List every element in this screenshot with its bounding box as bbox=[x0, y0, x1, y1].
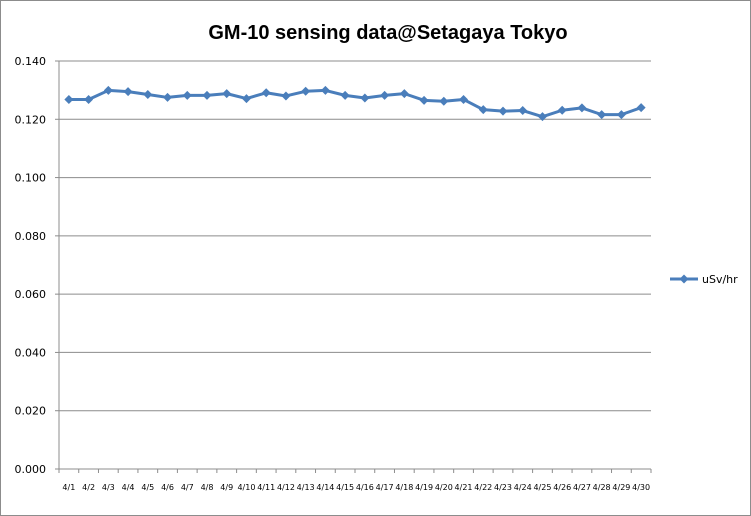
x-tick-label: 4/24 bbox=[514, 483, 532, 492]
y-tick-label: 0.140 bbox=[15, 55, 47, 68]
x-tick-label: 4/2 bbox=[82, 483, 95, 492]
data-point bbox=[241, 94, 251, 104]
x-tick-label: 4/22 bbox=[474, 483, 492, 492]
x-tick-label: 4/6 bbox=[161, 483, 174, 492]
y-tick-label: 0.080 bbox=[15, 230, 47, 243]
x-tick-label: 4/7 bbox=[181, 483, 194, 492]
data-point bbox=[537, 112, 547, 122]
data-point bbox=[103, 85, 113, 95]
data-point bbox=[498, 106, 508, 116]
data-point bbox=[360, 93, 370, 103]
x-tick-label: 4/26 bbox=[553, 483, 571, 492]
data-point bbox=[557, 105, 567, 115]
x-tick-label: 4/9 bbox=[220, 483, 233, 492]
y-tick-label: 0.120 bbox=[15, 113, 47, 126]
x-tick-label: 4/27 bbox=[573, 483, 591, 492]
data-point bbox=[163, 92, 173, 102]
x-tick-label: 4/13 bbox=[297, 483, 315, 492]
legend-label: uSv/hr bbox=[702, 273, 738, 286]
x-tick-label: 4/25 bbox=[533, 483, 551, 492]
x-tick-label: 4/16 bbox=[356, 483, 374, 492]
x-tick-label: 4/3 bbox=[102, 483, 115, 492]
data-point bbox=[301, 86, 311, 96]
x-tick-label: 4/19 bbox=[415, 483, 433, 492]
data-point bbox=[64, 94, 74, 104]
series-line bbox=[68, 88, 642, 119]
grid bbox=[59, 60, 651, 412]
data-point bbox=[439, 96, 449, 106]
x-tick-label: 4/11 bbox=[257, 483, 275, 492]
x-tick-label: 4/20 bbox=[435, 483, 453, 492]
x-tick-label: 4/8 bbox=[201, 483, 214, 492]
x-axis-ticks: 4/1 4/2 4/3 4/4 4/5 4/6 4/7 4/8 4/9 4/10 4/11 4/12 4… bbox=[62, 483, 650, 492]
legend: uSv/hr bbox=[670, 273, 738, 286]
x-tick-label: 4/12 bbox=[277, 483, 295, 492]
data-point bbox=[459, 94, 469, 104]
data-point bbox=[419, 95, 429, 105]
data-point bbox=[518, 106, 528, 116]
series bbox=[64, 85, 646, 122]
x-tick-label: 4/18 bbox=[395, 483, 413, 492]
data-point bbox=[616, 110, 626, 120]
x-tick-label: 4/23 bbox=[494, 483, 512, 492]
x-tick-label: 4/15 bbox=[336, 483, 354, 492]
data-point bbox=[577, 103, 587, 113]
data-point bbox=[261, 88, 271, 98]
data-point bbox=[281, 91, 291, 101]
y-tick-label: 0.020 bbox=[15, 405, 47, 418]
y-tick-label: 0.060 bbox=[15, 288, 47, 301]
data-point bbox=[399, 89, 409, 99]
x-tick-label: 4/21 bbox=[455, 483, 473, 492]
x-tick-label: 4/5 bbox=[141, 483, 154, 492]
x-tick-label: 4/30 bbox=[632, 483, 650, 492]
y-tick-label: 0.100 bbox=[15, 172, 47, 185]
data-point bbox=[380, 90, 390, 100]
axes bbox=[55, 60, 652, 473]
data-point bbox=[84, 94, 94, 104]
x-tick-label: 4/4 bbox=[122, 483, 135, 492]
data-point bbox=[340, 90, 350, 100]
x-tick-label: 4/29 bbox=[612, 483, 630, 492]
x-tick-label: 4/14 bbox=[316, 483, 334, 492]
data-point bbox=[597, 110, 607, 120]
x-tick-label: 4/28 bbox=[593, 483, 611, 492]
y-axis-ticks: 0.000 0.020 0.040 0.060 0.080 0.100 0.120 0.140 bbox=[15, 55, 47, 476]
data-point bbox=[478, 105, 488, 115]
chart-title: GM-10 sensing data@Setagaya Tokyo bbox=[208, 22, 567, 44]
x-tick-label: 4/10 bbox=[237, 483, 255, 492]
legend-marker bbox=[679, 274, 689, 284]
data-point bbox=[320, 85, 330, 95]
y-tick-label: 0.000 bbox=[15, 463, 47, 476]
x-tick-label: 4/17 bbox=[376, 483, 394, 492]
y-tick-label: 0.040 bbox=[15, 346, 47, 359]
data-point bbox=[202, 90, 212, 100]
data-point bbox=[222, 89, 232, 99]
data-point bbox=[143, 90, 153, 100]
data-point bbox=[636, 103, 646, 113]
data-point bbox=[182, 90, 192, 100]
data-point bbox=[123, 87, 133, 97]
x-tick-label: 4/1 bbox=[62, 483, 75, 492]
